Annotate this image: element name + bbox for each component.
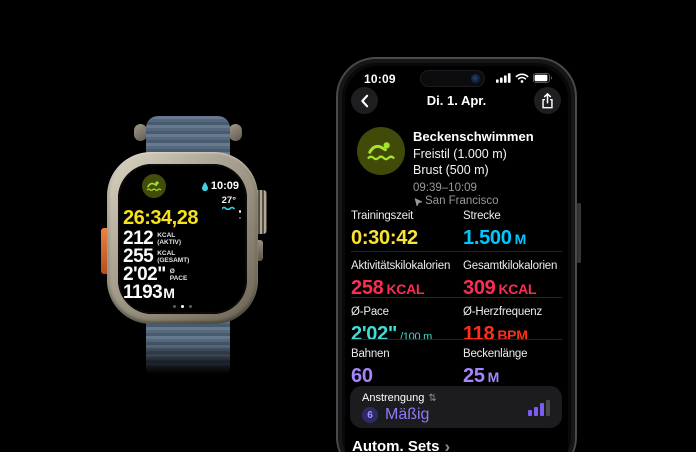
share-button[interactable] xyxy=(534,87,561,114)
effort-label: Anstrengung xyxy=(362,392,425,404)
battery-icon xyxy=(533,73,552,83)
swim-workout-icon xyxy=(142,174,166,198)
watch-page-indicator xyxy=(118,305,247,308)
metric-herzfrequenz: Ø-Herzfrequenz 118 BPM xyxy=(463,306,543,345)
temperature-gauge-icon xyxy=(222,206,236,210)
watch-metric-total-kcal: 255 KCAL (GESAMT) xyxy=(123,246,190,267)
swimmer-icon xyxy=(367,142,395,161)
chevron-left-icon xyxy=(361,94,369,107)
nav-bar: Di. 1. Apr. xyxy=(345,87,568,115)
dynamic-island xyxy=(420,70,485,87)
status-bar: 10:09 xyxy=(345,72,568,86)
watch-band-lug-left xyxy=(134,124,147,141)
divider xyxy=(351,251,562,252)
sort-arrows-icon: ⇅ xyxy=(428,392,437,404)
back-button[interactable] xyxy=(351,87,378,114)
auto-sets-link[interactable]: Autom. Sets › xyxy=(352,438,450,452)
effort-score-badge: 6 xyxy=(362,407,378,423)
watch-band-bottom xyxy=(146,318,230,374)
iphone: 10:09 xyxy=(336,57,577,452)
status-time: 10:09 xyxy=(364,72,396,86)
front-camera-icon xyxy=(471,73,481,84)
auto-sets-label: Autom. Sets xyxy=(352,438,440,452)
effort-bars-icon xyxy=(528,400,550,416)
chevron-right-icon: › xyxy=(444,437,451,452)
phone-power-button xyxy=(576,203,581,263)
divider xyxy=(351,297,562,298)
watch-status: 10:09 xyxy=(201,180,239,192)
swim-workout-icon-large xyxy=(357,127,405,175)
workout-segment-1: Freistil (1.000 m) xyxy=(413,147,507,161)
metric-trainingszeit: Trainingszeit 0:30:42 xyxy=(351,210,418,249)
watch-action-button xyxy=(101,228,111,274)
workout-time-range: 09:39–10:09 xyxy=(413,182,477,194)
watch-metric-distance: 1193 M xyxy=(123,282,175,303)
watch-band-top xyxy=(146,116,230,158)
metric-pace: Ø-Pace 2'02"/100 m xyxy=(351,306,432,345)
location-arrow-icon xyxy=(414,197,422,206)
metrics-grid: Trainingszeit 0:30:42 Strecke 1.500 M Akt… xyxy=(351,209,562,389)
workout-timer: 26:34,28 xyxy=(123,207,198,229)
workout-segment-2: Brust (500 m) xyxy=(413,162,489,177)
workout-header: Beckenschwimmen Freistil (1.000 m) Brust… xyxy=(357,127,560,207)
workout-location: San Francisco xyxy=(425,195,499,207)
metric-gesamtkilokalorien: Gesamtkilokalorien 309 KCAL xyxy=(463,260,558,299)
effort-value: Mäßig xyxy=(385,406,430,423)
share-icon xyxy=(542,92,553,108)
swimmer-icon xyxy=(146,181,162,191)
watch-metric-avg-pace: 2'02" Ø PACE xyxy=(123,264,188,285)
metric-bahnen: Bahnen 60 xyxy=(351,348,390,387)
metric-strecke: Strecke 1.500 M xyxy=(463,210,526,249)
watch-temperature: 27° xyxy=(221,195,236,206)
watch-metrics: 212 KCAL (AKTIV) 255 KCAL (GESAMT) 2'02" xyxy=(123,228,190,303)
page-title: Di. 1. Apr. xyxy=(426,93,487,108)
watch-screen: 10:09 27° 26:34,28 212 KCAL (AKTIV) xyxy=(118,164,247,314)
cellular-icon xyxy=(496,73,511,83)
phone-screen: 10:09 xyxy=(345,66,568,452)
watch-metric-active-kcal: 212 KCAL (AKTIV) xyxy=(123,228,182,249)
water-drop-icon xyxy=(201,181,208,191)
wifi-icon xyxy=(515,73,529,83)
metric-beckenlaenge: Beckenlänge 25 M xyxy=(463,348,528,387)
watch-band-lug-right xyxy=(229,124,242,141)
watch-clock: 10:09 xyxy=(210,180,239,192)
divider xyxy=(351,339,562,340)
effort-card[interactable]: Anstrengung ⇅ 6 Mäßig xyxy=(350,386,562,428)
watch-page-indicator-vertical xyxy=(238,210,241,219)
workout-type: Beckenschwimmen xyxy=(413,129,534,144)
metric-aktivitaetskilokalorien: Aktivitätskilokalorien 258 KCAL xyxy=(351,260,451,299)
